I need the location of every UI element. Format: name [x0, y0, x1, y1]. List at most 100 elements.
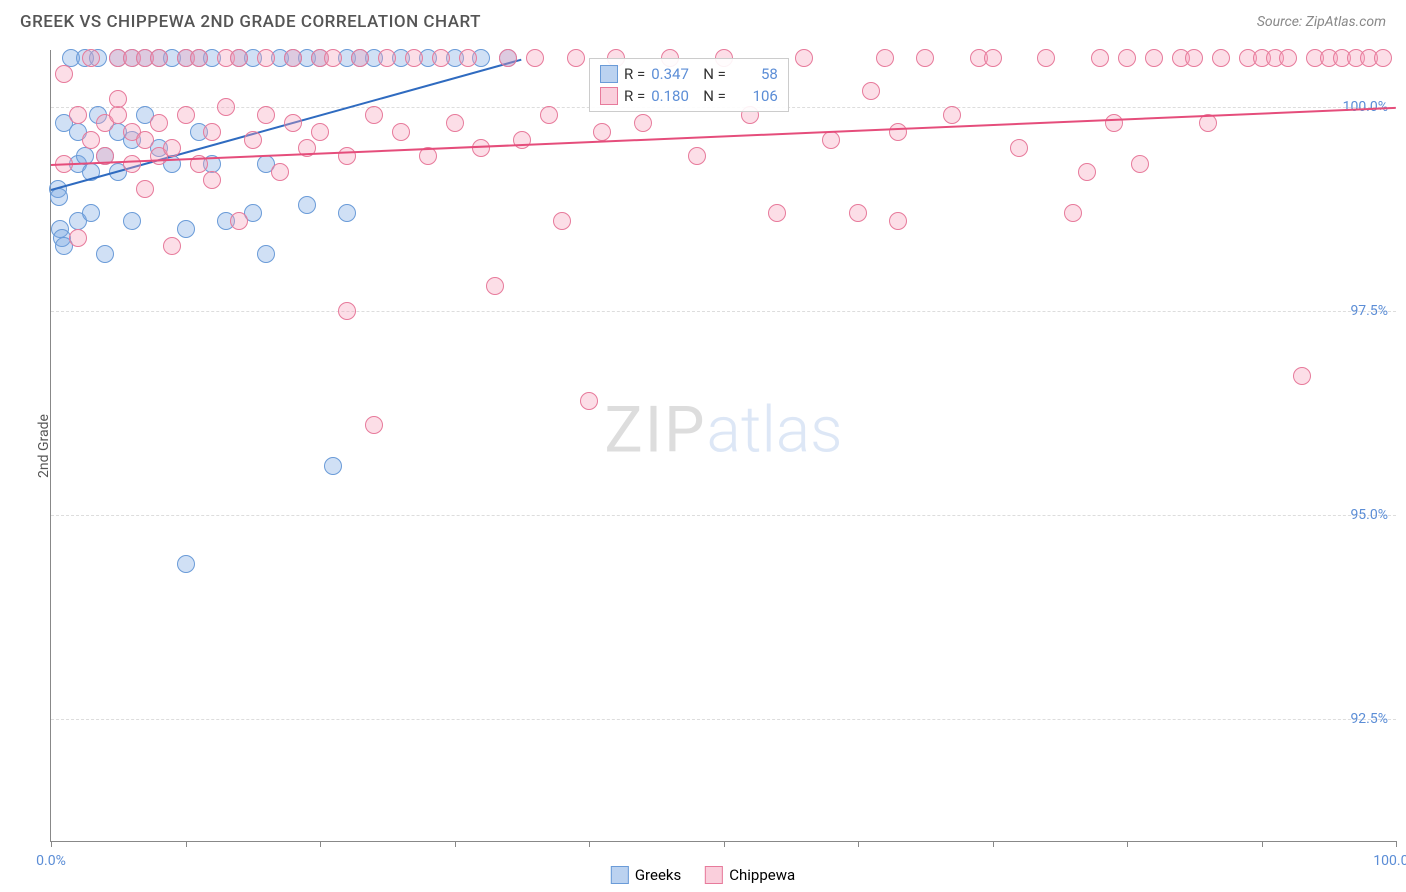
data-point: [150, 114, 168, 132]
stats-legend: R =0.347N =58R =0.180N =106: [589, 58, 789, 112]
data-point: [82, 131, 100, 149]
plot-region: ZIPatlas 100.0%97.5%95.0%92.5%0.0%100.0%…: [50, 50, 1396, 842]
x-tick-label: 0.0%: [36, 853, 66, 869]
data-point: [109, 90, 127, 108]
legend-label: Chippewa: [729, 866, 795, 884]
source-prefix: Source:: [1257, 14, 1306, 30]
legend-label: Greeks: [635, 866, 681, 884]
n-value: 58: [732, 65, 778, 83]
data-point: [136, 180, 154, 198]
data-point: [405, 49, 423, 67]
data-point: [338, 147, 356, 165]
data-point: [163, 237, 181, 255]
data-point: [768, 204, 786, 222]
r-value: 0.180: [651, 87, 697, 105]
data-point: [298, 196, 316, 214]
data-point: [244, 131, 262, 149]
data-point: [82, 49, 100, 67]
x-tick: [1396, 841, 1397, 847]
data-point: [822, 131, 840, 149]
gridline: [51, 515, 1396, 516]
data-point: [150, 49, 168, 67]
data-point: [634, 114, 652, 132]
y-tick-label: 97.5%: [1350, 303, 1388, 319]
data-point: [190, 49, 208, 67]
n-value: 106: [732, 87, 778, 105]
data-point: [284, 114, 302, 132]
data-point: [889, 212, 907, 230]
gridline: [51, 311, 1396, 312]
data-point: [177, 555, 195, 573]
data-point: [311, 123, 329, 141]
x-tick: [320, 841, 321, 847]
r-label: R =: [624, 87, 645, 105]
data-point: [338, 302, 356, 320]
data-point: [1078, 163, 1096, 181]
data-point: [1091, 49, 1109, 67]
data-point: [1118, 49, 1136, 67]
chart-title: GREEK VS CHIPPEWA 2ND GRADE CORRELATION …: [20, 12, 481, 32]
x-tick: [858, 841, 859, 847]
x-tick: [51, 841, 52, 847]
data-point: [109, 106, 127, 124]
x-tick: [1262, 841, 1263, 847]
data-point: [876, 49, 894, 67]
data-point: [392, 123, 410, 141]
data-point: [271, 163, 289, 181]
y-tick-label: 92.5%: [1350, 711, 1388, 727]
data-point: [526, 49, 544, 67]
data-point: [889, 123, 907, 141]
data-point: [123, 212, 141, 230]
data-point: [540, 106, 558, 124]
legend-item: Greeks: [611, 866, 681, 884]
data-point: [177, 220, 195, 238]
data-point: [1293, 367, 1311, 385]
data-point: [1105, 114, 1123, 132]
gridline: [51, 719, 1396, 720]
data-point: [1185, 49, 1203, 67]
data-point: [257, 106, 275, 124]
data-point: [1374, 49, 1392, 67]
data-point: [688, 147, 706, 165]
data-point: [324, 457, 342, 475]
x-tick-label: 100.0%: [1373, 853, 1406, 869]
data-point: [55, 65, 73, 83]
data-point: [324, 49, 342, 67]
legend-swatch: [611, 866, 629, 884]
data-point: [1037, 49, 1055, 67]
n-label: N =: [703, 87, 726, 105]
data-point: [862, 82, 880, 100]
data-point: [567, 49, 585, 67]
watermark-part1: ZIP: [604, 392, 706, 467]
data-point: [553, 212, 571, 230]
source-name: ZipAtlas.com: [1306, 14, 1386, 30]
data-point: [136, 131, 154, 149]
data-point: [446, 114, 464, 132]
data-point: [486, 277, 504, 295]
data-point: [230, 212, 248, 230]
x-tick: [724, 841, 725, 847]
data-point: [432, 49, 450, 67]
data-point: [943, 106, 961, 124]
data-point: [284, 49, 302, 67]
watermark: ZIPatlas: [604, 392, 842, 467]
x-tick: [455, 841, 456, 847]
legend-swatch: [705, 866, 723, 884]
data-point: [217, 98, 235, 116]
legend-item: Chippewa: [705, 866, 795, 884]
n-label: N =: [703, 65, 726, 83]
legend-swatch: [600, 87, 618, 105]
data-point: [338, 204, 356, 222]
data-point: [378, 49, 396, 67]
data-point: [203, 171, 221, 189]
data-point: [365, 416, 383, 434]
r-label: R =: [624, 65, 645, 83]
data-point: [163, 139, 181, 157]
data-point: [203, 123, 221, 141]
data-point: [69, 229, 87, 247]
data-point: [499, 49, 517, 67]
header: GREEK VS CHIPPEWA 2ND GRADE CORRELATION …: [0, 0, 1406, 40]
x-tick: [589, 841, 590, 847]
data-point: [459, 49, 477, 67]
legend-swatch: [600, 65, 618, 83]
